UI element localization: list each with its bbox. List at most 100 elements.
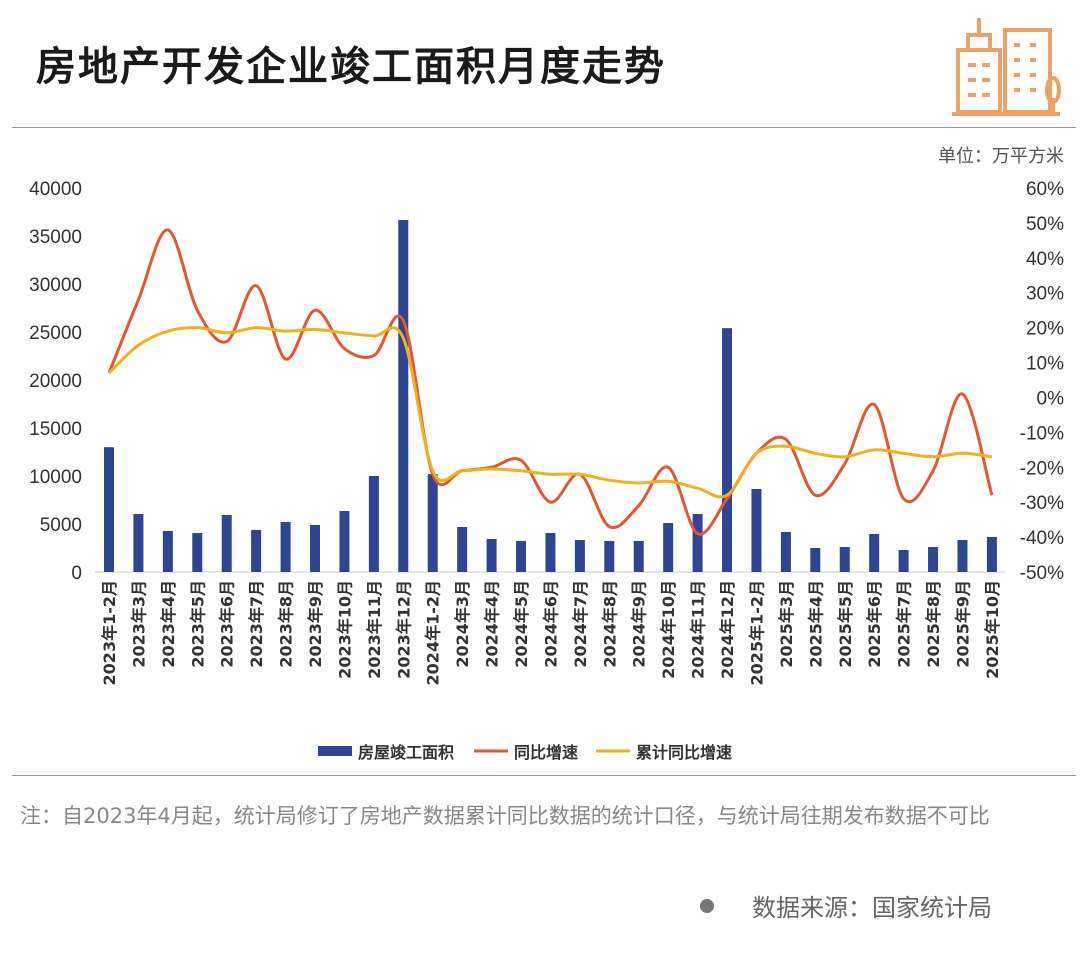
yoy-line (107, 228, 994, 536)
bar (221, 514, 232, 572)
right-tick-label: 50% (1026, 214, 1064, 235)
x-tick-label: 2024年11月 (689, 580, 708, 679)
bar (663, 523, 674, 572)
bar (457, 526, 468, 572)
left-tick-label: 30000 (29, 275, 82, 296)
x-tick-label: 2023年11月 (365, 580, 384, 679)
bar (368, 476, 379, 572)
bar (398, 219, 409, 572)
bar (751, 488, 762, 572)
legend-label: 房屋竣工面积 (358, 743, 454, 762)
unit-label: 单位：万平方米 (938, 146, 1064, 167)
bar (251, 529, 262, 572)
x-tick-label: 2024年10月 (659, 580, 678, 679)
right-tick-label: 20% (1026, 319, 1064, 340)
x-tick-label: 2023年5月 (188, 580, 207, 668)
bar (633, 540, 644, 572)
x-tick-label: 2024年1-2月 (424, 580, 443, 685)
bar (722, 328, 733, 572)
x-tick-label: 2025年4月 (806, 580, 825, 668)
bar (339, 511, 350, 572)
legend-bar-swatch (318, 746, 352, 756)
bar (574, 540, 585, 572)
x-tick-label: 2023年12月 (394, 580, 413, 679)
legend-label: 同比增速 (514, 743, 578, 762)
bar (957, 540, 968, 572)
building-logo-icon (952, 18, 1061, 116)
x-tick-label: 2023年9月 (306, 580, 325, 668)
right-tick-label: -50% (1020, 563, 1064, 584)
left-tick-label: 15000 (29, 419, 82, 440)
left-tick-label: 35000 (29, 227, 82, 248)
x-tick-label: 2024年3月 (453, 580, 472, 668)
x-tick-label: 2025年7月 (895, 580, 914, 668)
left-tick-label: 0 (71, 563, 82, 584)
bullet-icon (700, 898, 714, 913)
bar (192, 533, 203, 572)
right-tick-label: 30% (1026, 284, 1064, 305)
bar (810, 548, 821, 572)
divider (12, 775, 1076, 776)
x-tick-label: 2024年5月 (512, 580, 531, 668)
bar (104, 447, 114, 572)
x-tick-label: 2025年3月 (777, 580, 796, 668)
bar (928, 547, 939, 572)
divider (12, 127, 1076, 128)
x-tick-label: 2024年8月 (600, 580, 619, 668)
x-tick-label: 2025年8月 (924, 580, 943, 668)
x-tick-label: 2023年7月 (247, 580, 266, 668)
bar (869, 533, 880, 572)
source-text: 数据来源：国家统计局 (752, 894, 992, 922)
page-title: 房地产开发企业竣工面积月度走势 (36, 44, 666, 90)
bar (133, 514, 144, 572)
x-tick-label: 2025年10月 (983, 580, 1002, 679)
left-tick-label: 40000 (29, 179, 82, 200)
bar (486, 538, 497, 572)
x-tick-label: 2024年6月 (541, 580, 560, 668)
x-tick-label: 2023年3月 (129, 580, 148, 668)
combo-chart: 0 5000 10000 15000 20000 25000 30000 35000 40000… (29, 179, 1065, 762)
left-tick-label: 5000 (40, 515, 82, 536)
bar (162, 531, 173, 572)
x-tick-label: 2024年9月 (630, 580, 649, 668)
cumulative-yoy-line (107, 326, 993, 499)
x-tick-label: 2025年5月 (836, 580, 855, 668)
right-tick-label: -20% (1020, 458, 1064, 479)
bar (280, 521, 291, 572)
right-tick-label: -40% (1020, 528, 1064, 549)
bar (427, 474, 438, 572)
x-tick-label: 2023年10月 (335, 580, 354, 679)
bar (692, 514, 703, 572)
bar (545, 533, 556, 572)
bar (516, 540, 527, 572)
right-tick-label: -10% (1020, 423, 1064, 444)
right-tick-label: 60% (1026, 179, 1064, 200)
right-tick-label: 10% (1026, 354, 1064, 375)
bar (604, 540, 615, 572)
x-tick-label: 2024年7月 (571, 580, 590, 668)
bar (310, 524, 321, 572)
x-tick-label: 2024年4月 (483, 580, 502, 668)
data-source: 数据来源：国家统计局 (700, 888, 992, 923)
right-tick-label: 0% (1037, 388, 1065, 409)
left-tick-label: 25000 (29, 323, 82, 344)
bar (986, 536, 997, 572)
bar (839, 547, 850, 572)
right-tick-label: -30% (1020, 493, 1064, 514)
legend-label: 累计同比增速 (636, 743, 732, 762)
x-tick-label: 2023年8月 (277, 580, 296, 668)
x-tick-label: 2025年1-2月 (747, 580, 766, 685)
x-tick-label: 2025年9月 (953, 580, 972, 668)
x-tick-label: 2023年6月 (218, 580, 237, 668)
x-tick-label: 2024年12月 (718, 580, 737, 679)
left-tick-label: 10000 (29, 467, 82, 488)
left-tick-label: 20000 (29, 371, 82, 392)
bar (898, 550, 909, 572)
footnote: 注：自2023年4月起，统计局修订了房地产数据累计同比数据的统计口径，与统计局往… (20, 804, 990, 828)
x-tick-label: 2023年1-2月 (100, 580, 119, 685)
bar (780, 531, 791, 572)
x-tick-label: 2025年6月 (865, 580, 884, 668)
right-tick-label: 40% (1026, 249, 1064, 270)
x-tick-label: 2023年4月 (159, 580, 178, 668)
